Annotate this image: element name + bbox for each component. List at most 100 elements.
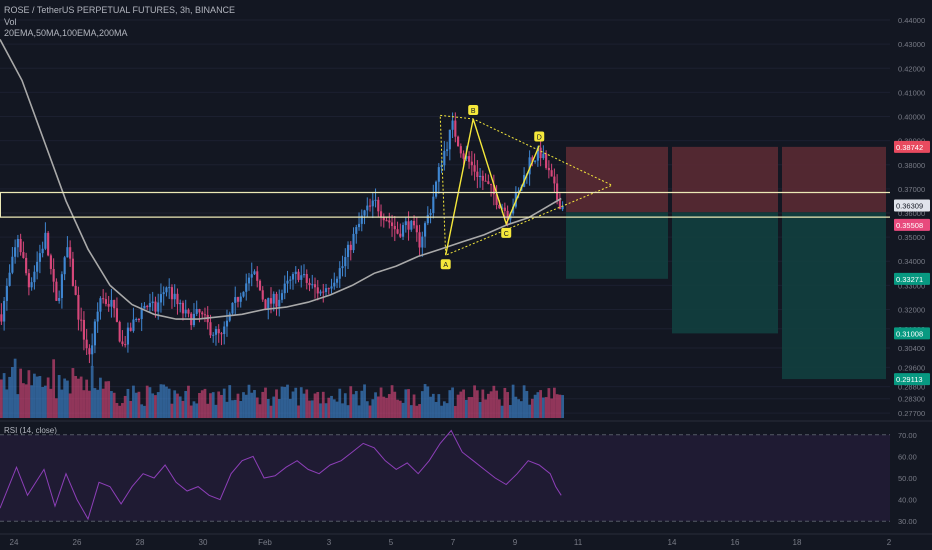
- volume-bar: [283, 386, 287, 418]
- position-zones: [566, 146, 886, 380]
- candle: [11, 256, 14, 273]
- volume-bar: [294, 387, 298, 418]
- candle: [363, 210, 366, 216]
- volume-bar: [165, 386, 168, 418]
- candle: [228, 313, 231, 321]
- candle: [247, 277, 251, 284]
- candle: [41, 248, 44, 254]
- candle: [96, 311, 99, 322]
- candle: [135, 318, 138, 320]
- candle: [77, 294, 80, 320]
- candle: [289, 279, 292, 281]
- candle: [82, 319, 85, 340]
- candle: [366, 205, 369, 211]
- candle: [99, 298, 102, 312]
- candle: [85, 339, 88, 349]
- volume-bar: [409, 405, 413, 418]
- candle: [71, 258, 74, 286]
- candle: [47, 232, 50, 256]
- volume-bar: [126, 388, 130, 418]
- candle: [5, 285, 8, 301]
- volume-bar: [68, 393, 72, 418]
- volume-bar: [162, 384, 166, 418]
- candle: [110, 299, 113, 307]
- volume-bar: [393, 391, 397, 418]
- volume-bar: [280, 386, 284, 418]
- rsi-line: [0, 429, 562, 521]
- candle: [451, 120, 454, 130]
- candle: [330, 286, 333, 289]
- volume-bar: [55, 398, 58, 418]
- candle: [225, 320, 229, 327]
- volume-bar: [519, 401, 523, 418]
- price-label-box: [894, 218, 930, 231]
- volume-bar: [96, 389, 100, 418]
- volume-bar: [170, 403, 174, 418]
- volume-bar: [137, 391, 141, 418]
- candle: [44, 232, 47, 249]
- candle: [104, 299, 107, 304]
- volume-bar: [242, 392, 245, 418]
- volume-bar: [266, 398, 270, 418]
- price-tick-label: 0.38000: [898, 161, 925, 170]
- volume-bar: [357, 405, 361, 418]
- support-zone[interactable]: [0, 191, 890, 218]
- volume-bar: [57, 375, 61, 418]
- price-tick-label: 0.42000: [898, 64, 925, 73]
- candle: [407, 221, 410, 230]
- price-label: 0.38742: [896, 143, 923, 152]
- price-tick-label: 0.37000: [898, 185, 925, 194]
- volume-bar: [544, 397, 548, 418]
- candle: [487, 181, 490, 184]
- volume-bar: [123, 395, 127, 418]
- volume-bar: [52, 359, 56, 418]
- candle: [93, 321, 96, 346]
- volume-bar: [211, 392, 215, 418]
- volume-bar: [44, 385, 47, 418]
- candle: [0, 314, 3, 322]
- volume-bar: [528, 404, 531, 418]
- candle: [170, 287, 174, 300]
- volume-bar: [288, 398, 292, 418]
- volume-bar: [269, 405, 273, 418]
- candle: [27, 273, 30, 288]
- candle: [412, 220, 416, 226]
- volume-bar: [250, 392, 254, 418]
- candle: [335, 278, 339, 283]
- candle: [217, 329, 220, 334]
- volume-bar: [90, 365, 94, 418]
- candle: [517, 190, 520, 193]
- candle: [173, 293, 176, 300]
- price-label: 0.33271: [896, 275, 923, 284]
- candle: [124, 344, 127, 346]
- candle: [113, 299, 116, 309]
- volume-bar: [173, 390, 177, 418]
- volume-bar: [110, 391, 113, 418]
- volume-bar: [324, 403, 328, 418]
- time-tick-label: 5: [389, 538, 394, 547]
- candle: [179, 302, 182, 305]
- candle: [140, 308, 143, 320]
- volume-bar: [481, 389, 485, 418]
- volume-bar: [30, 385, 34, 418]
- volume-bar: [145, 385, 149, 418]
- price-label-box: [894, 327, 930, 340]
- candle: [396, 229, 399, 234]
- volume-bar: [431, 393, 435, 418]
- volume-bar: [541, 397, 545, 418]
- volume-bar: [508, 405, 512, 418]
- ma-legend: 20EMA,50MA,100EMA,200MA: [4, 28, 128, 38]
- time-tick-label: 11: [574, 538, 583, 547]
- volume-bar: [442, 401, 446, 418]
- candle: [385, 220, 388, 222]
- volume-bar: [275, 389, 278, 418]
- candle: [512, 206, 515, 214]
- candle: [151, 301, 154, 304]
- harmonic-pattern: A B C D: [439, 104, 614, 270]
- candle: [462, 153, 465, 159]
- candle: [374, 199, 377, 201]
- volume-bar: [497, 399, 501, 418]
- volume-bar: [514, 396, 518, 418]
- candle: [256, 271, 259, 281]
